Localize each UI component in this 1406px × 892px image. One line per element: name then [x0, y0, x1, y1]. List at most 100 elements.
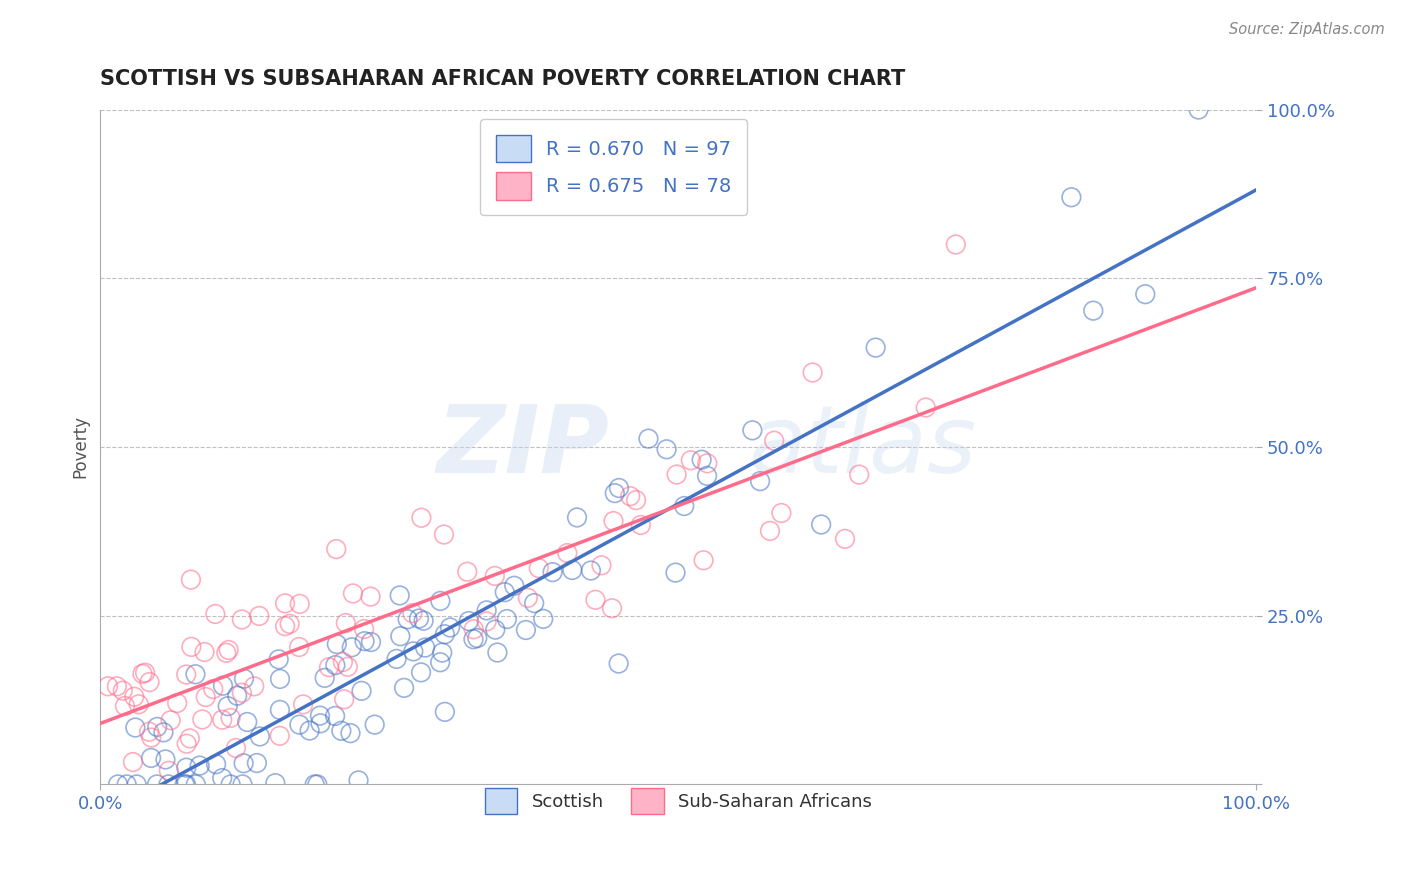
Point	[335, 615, 357, 630]
Point	[439, 620, 461, 634]
Point	[264, 776, 287, 790]
Point	[332, 655, 354, 669]
Point	[218, 643, 240, 657]
Point	[138, 675, 160, 690]
Point	[231, 612, 253, 626]
Point	[392, 681, 415, 695]
Point	[749, 474, 772, 488]
Point	[801, 366, 824, 380]
Point	[212, 679, 235, 693]
Point	[741, 423, 763, 437]
Point	[665, 467, 688, 482]
Point	[125, 777, 148, 791]
Point	[664, 566, 686, 580]
Point	[288, 640, 311, 654]
Y-axis label: Poverty: Poverty	[72, 416, 89, 478]
Point	[115, 777, 138, 791]
Point	[433, 527, 456, 541]
Text: SCOTTISH VS SUBSAHARAN AFRICAN POVERTY CORRELATION CHART: SCOTTISH VS SUBSAHARAN AFRICAN POVERTY C…	[100, 69, 905, 88]
Point	[269, 729, 291, 743]
Point	[412, 614, 434, 628]
Point	[267, 652, 290, 666]
Point	[274, 596, 297, 610]
Point	[146, 720, 169, 734]
Point	[107, 777, 129, 791]
Point	[243, 679, 266, 693]
Point	[122, 755, 145, 769]
Point	[326, 637, 349, 651]
Point	[139, 751, 162, 765]
Point	[579, 564, 602, 578]
Point	[131, 666, 153, 681]
Point	[174, 777, 197, 791]
Point	[204, 607, 226, 621]
Point	[288, 597, 311, 611]
Point	[389, 629, 412, 643]
Point	[486, 646, 509, 660]
Point	[409, 665, 432, 680]
Point	[269, 703, 291, 717]
Point	[557, 546, 579, 560]
Point	[619, 489, 641, 503]
Point	[336, 660, 359, 674]
Point	[138, 724, 160, 739]
Point	[236, 714, 259, 729]
Point	[274, 619, 297, 633]
Point	[834, 532, 856, 546]
Point	[600, 601, 623, 615]
Point	[763, 434, 786, 448]
Point	[503, 579, 526, 593]
Point	[318, 660, 340, 674]
Point	[217, 699, 239, 714]
Text: ZIP: ZIP	[436, 401, 609, 493]
Point	[432, 646, 454, 660]
Point	[246, 756, 269, 770]
Point	[333, 692, 356, 706]
Point	[269, 672, 291, 686]
Point	[105, 679, 128, 693]
Point	[429, 655, 451, 669]
Point	[865, 341, 887, 355]
Point	[347, 773, 370, 788]
Point	[124, 721, 146, 735]
Point	[122, 690, 145, 704]
Point	[353, 622, 375, 636]
Point	[770, 506, 793, 520]
Point	[307, 777, 329, 791]
Point	[607, 657, 630, 671]
Point	[152, 725, 174, 739]
Point	[219, 777, 242, 791]
Point	[429, 594, 451, 608]
Point	[591, 558, 613, 573]
Point	[184, 667, 207, 681]
Point	[157, 764, 180, 778]
Point	[411, 510, 433, 524]
Point	[531, 612, 554, 626]
Point	[128, 698, 150, 712]
Point	[607, 481, 630, 495]
Point	[433, 627, 456, 641]
Point	[211, 771, 233, 785]
Point	[304, 777, 326, 791]
Point	[166, 696, 188, 710]
Point	[340, 640, 363, 655]
Point	[173, 777, 195, 791]
Point	[278, 616, 301, 631]
Point	[292, 698, 315, 712]
Point	[630, 518, 652, 533]
Point	[914, 401, 936, 415]
Point	[176, 737, 198, 751]
Point	[360, 590, 382, 604]
Point	[325, 542, 347, 557]
Point	[541, 565, 564, 579]
Point	[515, 623, 537, 637]
Point	[402, 644, 425, 658]
Point	[211, 713, 233, 727]
Point	[494, 585, 516, 599]
Point	[561, 563, 583, 577]
Point	[673, 499, 696, 513]
Point	[146, 777, 169, 791]
Point	[496, 612, 519, 626]
Point	[759, 524, 782, 538]
Point	[180, 573, 202, 587]
